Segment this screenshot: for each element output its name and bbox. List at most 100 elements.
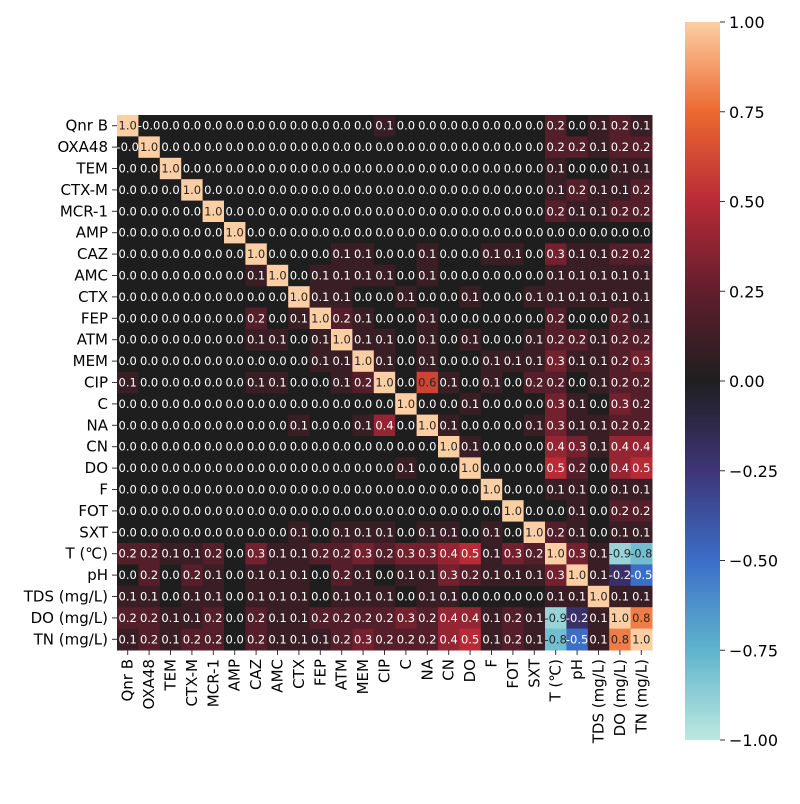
cell-value-label: 0.0 [547,226,565,240]
cell-value-label: 0.2 [632,418,650,432]
cell-value-label: 0.0 [354,397,372,411]
cell-value-label: 0.0 [183,418,201,432]
heatmap-cell [181,200,204,223]
cell-value-label: 0.0 [140,183,158,197]
heatmap-cell [266,521,289,544]
heatmap-cell [138,286,161,309]
heatmap-cell [181,457,204,480]
cell-value-label: 0.0 [482,418,500,432]
cell-value-label: 0.1 [247,590,265,604]
heatmap-cell [609,414,632,437]
heatmap-cell [181,543,204,565]
cell-value-label: 0.1 [268,333,286,347]
cell-value-label: 0.0 [204,354,222,368]
heatmap-cell [117,200,139,223]
cell-value-label: 0.0 [247,354,265,368]
heatmap-cell [373,307,396,330]
heatmap-cell [245,628,268,651]
cell-value-label: 0.1 [589,632,607,646]
cell-value-label: 1.0 [268,269,286,283]
heatmap-cell [438,115,460,137]
heatmap-cell [352,222,375,244]
heatmap-cell [202,222,225,244]
heatmap-cell [587,414,610,437]
heatmap-cell [373,436,396,458]
heatmap-cell [523,436,546,458]
cell-value-label: 0.3 [632,354,650,368]
cell-value-label: 0.0 [119,247,137,261]
heatmap-cell [309,286,332,309]
cell-value-label: 0.1 [482,611,500,625]
cell-value-label: 0.1 [311,632,329,646]
cell-value-label: 0.3 [397,547,415,561]
cell-value-label: 0.0 [440,183,458,197]
cell-value-label: 0.0 [226,632,244,646]
cell-value-label: 0.1 [268,632,286,646]
cell-value-label: 0.1 [611,183,629,197]
cell-value-label: 0.0 [397,354,415,368]
cell-value-label: 0.0 [204,183,222,197]
heatmap-cell [395,157,418,180]
cell-value-label: 0.0 [375,397,393,411]
cell-value-label: 0.0 [247,290,265,304]
heatmap-cell [288,478,311,501]
cell-value-label: 0.0 [161,440,179,454]
heatmap-cell [117,329,139,351]
cell-value-label: 0.0 [226,504,244,518]
heatmap-cell [352,264,375,287]
cell-value-label: 0.0 [183,354,201,368]
cell-value-label: 0.0 [268,440,286,454]
cell-value-label: 0.0 [290,397,308,411]
heatmap-cell [138,200,161,223]
heatmap-cell [288,115,311,137]
cell-value-label: 0.0 [333,418,351,432]
heatmap-cell [480,628,503,651]
heatmap-cell [138,179,161,202]
cell-value-label: 0.0 [119,483,137,497]
heatmap-cell [202,200,225,223]
heatmap-cell [245,478,268,501]
cell-value-label: 0.1 [461,397,479,411]
cell-value-label: 0.0 [354,290,372,304]
heatmap-cell [202,243,225,266]
cell-value-label: 0.0 [397,269,415,283]
heatmap-cell [523,307,546,330]
cell-value-label: 0.0 [482,290,500,304]
cell-value-label: -0.9 [544,611,566,625]
heatmap-cell [630,457,653,480]
cell-value-label: 0.0 [311,376,329,390]
cell-value-label: 0.1 [440,376,458,390]
cell-value-label: 0.4 [611,461,629,475]
heatmap-cell [181,371,204,394]
heatmap-cell [502,179,525,202]
cell-value-label: 0.1 [333,590,351,604]
heatmap-cell [566,607,589,630]
cell-value-label: 0.1 [568,354,586,368]
cell-value-label: 0.2 [311,611,329,625]
cell-value-label: 0.1 [589,568,607,582]
heatmap-cell [245,607,268,630]
cell-value-label: 0.0 [311,226,329,240]
x-tick-label: CTX-M [183,659,201,707]
colorbar: 1.00 0.75 0.50 0.25 0.00 −0.25 −0.50 −0.75 −1.00 [685,13,778,750]
x-tick-label: pH [568,659,586,680]
heatmap-cell [480,115,503,137]
cell-value-label: 0.1 [632,483,650,497]
cell-value-label: 0.0 [504,376,522,390]
heatmap-cell [587,543,610,565]
heatmap-cell [266,457,289,480]
cell-value-label: 0.0 [461,269,479,283]
colorbar-tick-label: 0.50 [729,193,765,212]
heatmap-cell [523,222,546,244]
cell-value-label: 0.2 [333,311,351,325]
heatmap-cell [438,350,460,373]
heatmap-cell [545,371,567,394]
heatmap-cell [630,564,653,587]
cell-value-label: 0.0 [290,140,308,154]
heatmap-cell [352,286,375,309]
heatmap-cell [459,157,482,180]
cell-value-label: 0.0 [311,440,329,454]
cell-value-label: 0.1 [525,568,543,582]
heatmap-cell [309,585,332,608]
